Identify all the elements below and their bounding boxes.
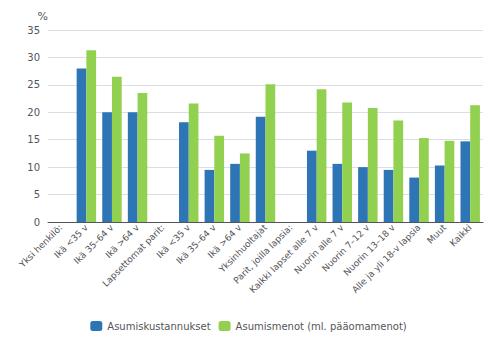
svg-text:Ikä <35 v: Ikä <35 v: [154, 222, 193, 261]
svg-text:5: 5: [34, 189, 40, 200]
svg-text:15: 15: [27, 134, 40, 145]
svg-text:Nuorin alle 7 v: Nuorin alle 7 v: [292, 222, 346, 276]
svg-text:Asumiskustannukset: Asumiskustannukset: [107, 321, 210, 332]
svg-text:Alle ja yli 18-v lapsia: Alle ja yli 18-v lapsia: [350, 222, 423, 295]
svg-text:Lapsettomat parit:: Lapsettomat parit:: [100, 222, 167, 289]
svg-text:Kaikki lapset alle 7 v: Kaikki lapset alle 7 v: [247, 222, 321, 295]
svg-text:10: 10: [27, 162, 40, 173]
svg-text:Ikä 35–64 v: Ikä 35–64 v: [72, 222, 116, 266]
svg-text:20: 20: [27, 107, 40, 118]
svg-text:35: 35: [27, 25, 40, 36]
svg-text:Yksinhuoltajat: Yksinhuoltajat: [217, 222, 269, 275]
svg-text:Ikä >64 v: Ikä >64 v: [205, 222, 244, 261]
svg-text:Ikä 35–64 v: Ikä 35–64 v: [174, 222, 218, 266]
svg-text:Kaikki: Kaikki: [448, 222, 474, 248]
svg-text:%: %: [38, 10, 48, 23]
svg-text:Nuorin 7–12 v: Nuorin 7–12 v: [320, 222, 372, 274]
svg-text:Ikä >64 v: Ikä >64 v: [103, 222, 142, 261]
svg-text:Ikä <35 v: Ikä <35 v: [52, 222, 90, 261]
svg-text:Asumismenot (ml. pääomamenot): Asumismenot (ml. pääomamenot): [236, 321, 407, 332]
svg-text:Muut: Muut: [425, 222, 448, 245]
svg-text:Parit, joilla lapsia:: Parit, joilla lapsia:: [231, 222, 295, 286]
svg-text:25: 25: [27, 79, 40, 90]
svg-text:30: 30: [27, 52, 40, 63]
svg-text:Nuorin 13–18 v: Nuorin 13–18 v: [341, 222, 397, 278]
svg-text:0: 0: [34, 217, 40, 228]
svg-text:Yksi henkilö:: Yksi henkilö:: [17, 222, 65, 270]
